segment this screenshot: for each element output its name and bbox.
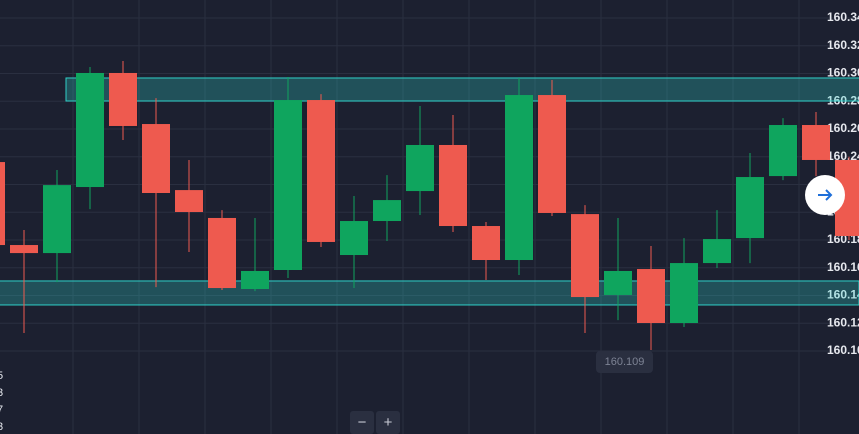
- zones: [0, 77, 859, 306]
- candle-body: [10, 245, 38, 254]
- candle-body: [307, 100, 335, 242]
- candle-body: [406, 144, 434, 192]
- candle-body: [373, 200, 401, 222]
- zoom-button[interactable]: [350, 411, 374, 434]
- candle-body: [0, 162, 5, 246]
- candle-body: [76, 72, 104, 188]
- candle-body: [538, 95, 566, 213]
- y-tick-label: 160.26: [827, 121, 859, 135]
- zoom-label[interactable]: +: [384, 414, 393, 431]
- price-zone: [0, 280, 859, 306]
- candle-body: [637, 269, 665, 324]
- y-tick-label: 160.16: [827, 260, 859, 274]
- y-tick-label: 160.12: [827, 315, 859, 329]
- y-tick-label: 160.28: [827, 93, 859, 107]
- y-tick-label: 160.10: [827, 343, 859, 357]
- y-tick-label: 160.32: [827, 38, 859, 52]
- candle-body: [109, 72, 137, 126]
- candle-body: [43, 185, 71, 254]
- price-label: 160.109: [605, 356, 645, 368]
- candle-body: [241, 270, 269, 290]
- left-label: 3: [0, 421, 3, 433]
- candle-body: [736, 177, 764, 239]
- y-tick-label: 160.14: [827, 288, 859, 302]
- candle-body: [670, 263, 698, 324]
- candle-body: [142, 124, 170, 193]
- candles: [0, 61, 859, 351]
- candle-body: [208, 217, 236, 289]
- candle-body: [439, 144, 467, 227]
- zoom-button[interactable]: [376, 411, 400, 434]
- price-label-box: [596, 351, 653, 373]
- candle-body: [505, 95, 533, 261]
- candle-body: [472, 226, 500, 261]
- candle-body: [802, 125, 830, 160]
- arrow-icon: [818, 189, 833, 201]
- left-label: 5: [0, 370, 3, 382]
- candle-body: [175, 190, 203, 213]
- candle-body: [703, 239, 731, 264]
- candle-body: [274, 100, 302, 271]
- price-zone: [65, 77, 859, 102]
- y-tick-label: 160.34: [827, 10, 859, 24]
- candle-body: [769, 125, 797, 177]
- candle-body: [604, 270, 632, 295]
- overlay: 160.109 5 3 7 3 − +: [0, 351, 653, 434]
- y-tick-label: 160.30: [827, 66, 859, 80]
- zoom-label[interactable]: −: [358, 414, 367, 431]
- left-label: 3: [0, 387, 3, 399]
- candle-body: [340, 221, 368, 256]
- left-label: 7: [0, 404, 3, 416]
- candle-body: [571, 214, 599, 298]
- y-tick-label: 160.24: [827, 149, 859, 163]
